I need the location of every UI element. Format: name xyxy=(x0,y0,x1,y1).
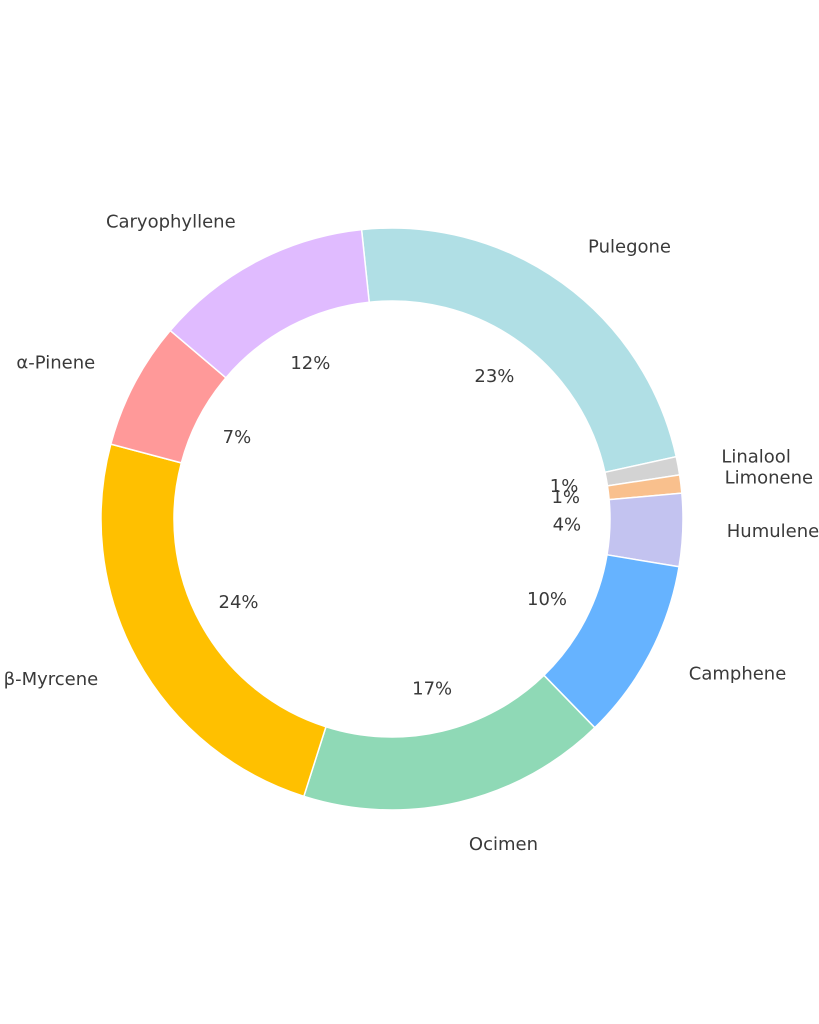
donut-slice xyxy=(360,227,678,474)
percent-label: 1% xyxy=(550,476,579,497)
donut-slice xyxy=(606,492,684,568)
donut-slice xyxy=(100,443,327,798)
slice-label: α-Pinene xyxy=(16,353,95,374)
slice-label: β-Myrcene xyxy=(4,669,99,690)
percent-label: 4% xyxy=(553,515,582,536)
percent-label: 10% xyxy=(527,589,567,610)
slice-label: Humulene xyxy=(727,521,819,542)
percent-label: 12% xyxy=(290,353,330,374)
percent-label: 23% xyxy=(474,366,514,387)
percent-label: 24% xyxy=(219,592,259,613)
slice-label: Limonene xyxy=(725,468,814,489)
slice-label: Pulegone xyxy=(588,236,671,257)
percent-label: 17% xyxy=(412,678,452,699)
slice-label: Camphene xyxy=(689,663,787,684)
percent-label: 7% xyxy=(223,427,252,448)
donut-slice xyxy=(169,228,371,379)
slice-label: Caryophyllene xyxy=(106,212,236,233)
percent-label: 1% xyxy=(551,487,580,508)
slice-label: Linalool xyxy=(721,447,791,468)
slice-label: Ocimen xyxy=(469,834,538,855)
